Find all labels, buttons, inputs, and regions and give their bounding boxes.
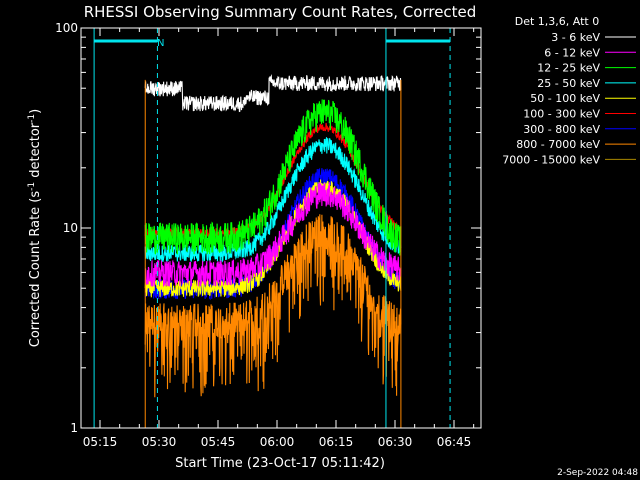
- legend-label: 300 - 800 keV: [523, 123, 600, 136]
- x-tick-label: 05:45: [201, 435, 236, 449]
- legend: 3 - 6 keV 6 - 12 keV 12 - 25 keV 25 - 50 ke…: [502, 31, 636, 166]
- y-tick-label: 10: [63, 221, 78, 235]
- legend-label: 7000 - 15000 keV: [502, 153, 600, 166]
- legend-label: 100 - 300 keV: [523, 108, 600, 121]
- legend-header: Det 1,3,6, Att 0: [515, 15, 599, 28]
- y-axis-label: Corrected Count Rate (s-1 detector-1): [27, 109, 43, 347]
- night-markers: [93, 28, 451, 428]
- x-axis-label: Start Time (23-Oct-17 05:11:42): [175, 456, 385, 471]
- legend-label: 6 - 12 keV: [544, 46, 600, 59]
- y-tick-label: 100: [55, 21, 78, 35]
- series-line-800-7000-kev: [144, 214, 402, 398]
- y-axis-label-main: Corrected Count Rate (s: [28, 191, 43, 348]
- y-axis-label-end: ): [28, 109, 43, 114]
- plot-area: 05:15 05:30 05:45 06:00 06:15 06:30 06:45 1101…: [55, 21, 482, 449]
- chart-title: RHESSI Observing Summary Count Rates, Co…: [84, 3, 477, 21]
- y-axis-label-mid: detector: [28, 122, 43, 182]
- y-tick-label: 1: [70, 421, 78, 435]
- series-line-3-6-kev: [144, 73, 402, 113]
- x-axis-ticks: 05:15 05:30 05:45 06:00 06:15 06:30 06:45: [83, 28, 475, 449]
- series-line-12-25-kev: [144, 99, 402, 256]
- x-tick-label: 06:00: [260, 435, 295, 449]
- timestamp: 2-Sep-2022 04:48: [557, 468, 638, 478]
- x-tick-label: 06:15: [319, 435, 354, 449]
- x-tick-label: 06:30: [378, 435, 413, 449]
- night-label: N: [157, 38, 164, 49]
- x-tick-label: 05:30: [142, 435, 177, 449]
- y-axis-label-sup1: -1: [27, 182, 37, 191]
- series-line-6-12-kev: [145, 182, 402, 288]
- series-layer: [144, 73, 402, 428]
- legend-label: 25 - 50 keV: [537, 77, 600, 90]
- x-tick-label: 06:45: [437, 435, 472, 449]
- y-axis-ticks: 1 10 100: [55, 21, 481, 435]
- x-tick-label: 05:15: [83, 435, 118, 449]
- legend-label: 3 - 6 keV: [551, 31, 600, 44]
- y-axis-label-sup2: -1: [27, 114, 37, 123]
- legend-label: 800 - 7000 keV: [516, 138, 600, 151]
- series-line-25-50-kev: [144, 137, 402, 263]
- legend-label: 12 - 25 keV: [537, 62, 600, 75]
- legend-label: 50 - 100 keV: [530, 92, 600, 105]
